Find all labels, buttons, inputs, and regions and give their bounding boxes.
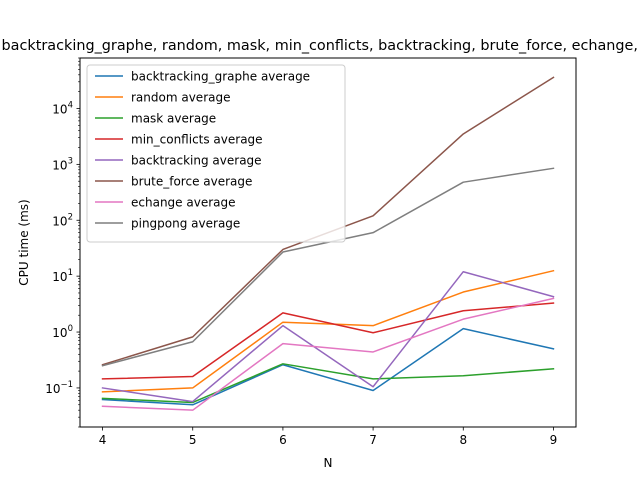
- legend: backtracking_graphe average random averag…: [86, 64, 346, 243]
- series-line-6: [101, 297, 555, 411]
- legend-label-2: mask average: [131, 112, 216, 126]
- x-tick-label: 7: [369, 433, 377, 447]
- y-tick-label: 100: [52, 324, 73, 340]
- y-tick-label: 103: [52, 156, 73, 172]
- y-tick-label: 102: [52, 212, 73, 228]
- series-line-4: [101, 270, 555, 403]
- x-axis: 4 5 6 7 8 9: [99, 427, 558, 447]
- legend-label-4: backtracking average: [131, 154, 262, 168]
- legend-label-0: backtracking_graphe average: [131, 70, 310, 84]
- y-tick-label: 10−1: [45, 380, 73, 396]
- plot-area: 4 5 6 7 8 9 10−1 100 101 102 103 104 backtracking_…: [45, 57, 577, 447]
- series-line-1: [101, 269, 555, 393]
- y-axis: 10−1 100 101 102 103 104: [45, 57, 80, 428]
- series-line-0: [101, 327, 555, 406]
- legend-label-1: random average: [131, 91, 230, 105]
- legend-box: [86, 64, 346, 243]
- x-tick-label: 5: [189, 433, 197, 447]
- legend-label-5: brute_force average: [131, 175, 252, 189]
- x-tick-label: 8: [459, 433, 467, 447]
- series-line-2: [101, 363, 555, 404]
- chart-title: Timing of backtracking_graphe, random, m…: [0, 38, 640, 54]
- x-axis-label: N: [324, 456, 333, 470]
- series-line-3: [101, 302, 555, 380]
- y-tick-label: 104: [52, 100, 73, 116]
- legend-label-7: pingpong average: [131, 217, 240, 231]
- x-tick-label: 6: [279, 433, 287, 447]
- legend-label-6: echange average: [131, 196, 235, 210]
- legend-label-3: min_conflicts average: [131, 133, 263, 147]
- x-tick-label: 9: [550, 433, 558, 447]
- y-tick-label: 101: [52, 268, 73, 284]
- x-tick-label: 4: [99, 433, 107, 447]
- y-axis-label: CPU time (ms): [17, 199, 31, 285]
